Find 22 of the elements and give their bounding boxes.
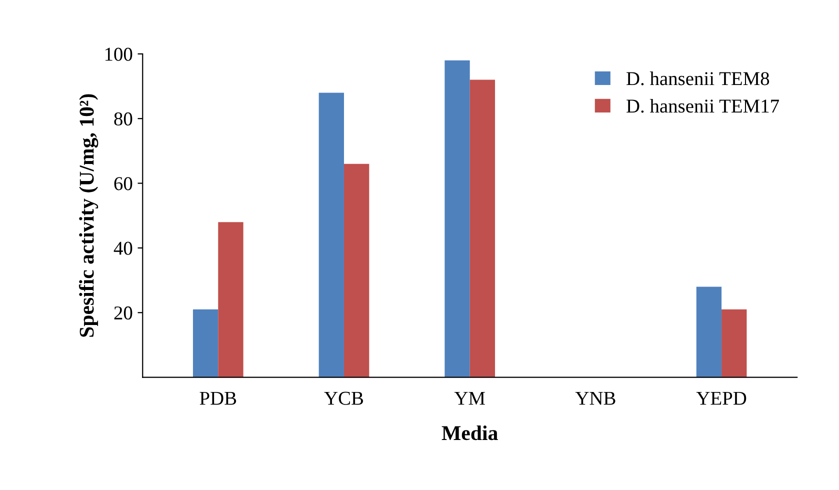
x-tick-label: YCB [324,392,364,405]
bar [218,222,244,378]
y-tick-label: 60 [114,177,132,190]
y-tick-label: 100 [105,48,132,61]
bar [318,92,344,378]
legend-label: D. hansenii TEM17 [626,98,779,113]
x-tick-label: PDB [200,392,236,405]
x-tick-label: YNB [575,392,616,405]
bar [722,309,747,378]
bar [696,286,722,378]
bar [344,164,370,378]
x-axis-title: Media [442,425,498,440]
bar [470,80,496,378]
y-tick-label: 40 [114,242,132,255]
y-axis-title: Spesific activity (U/mg, 10²) [78,94,98,337]
bar [192,309,218,378]
x-tick-label: YM [454,392,485,405]
y-tick-label: 20 [114,306,132,320]
x-tick-label: YEPD [696,392,746,405]
y-tick-label: 80 [114,112,132,126]
bar [444,60,470,378]
legend-label: D. hansenii TEM8 [626,72,770,86]
